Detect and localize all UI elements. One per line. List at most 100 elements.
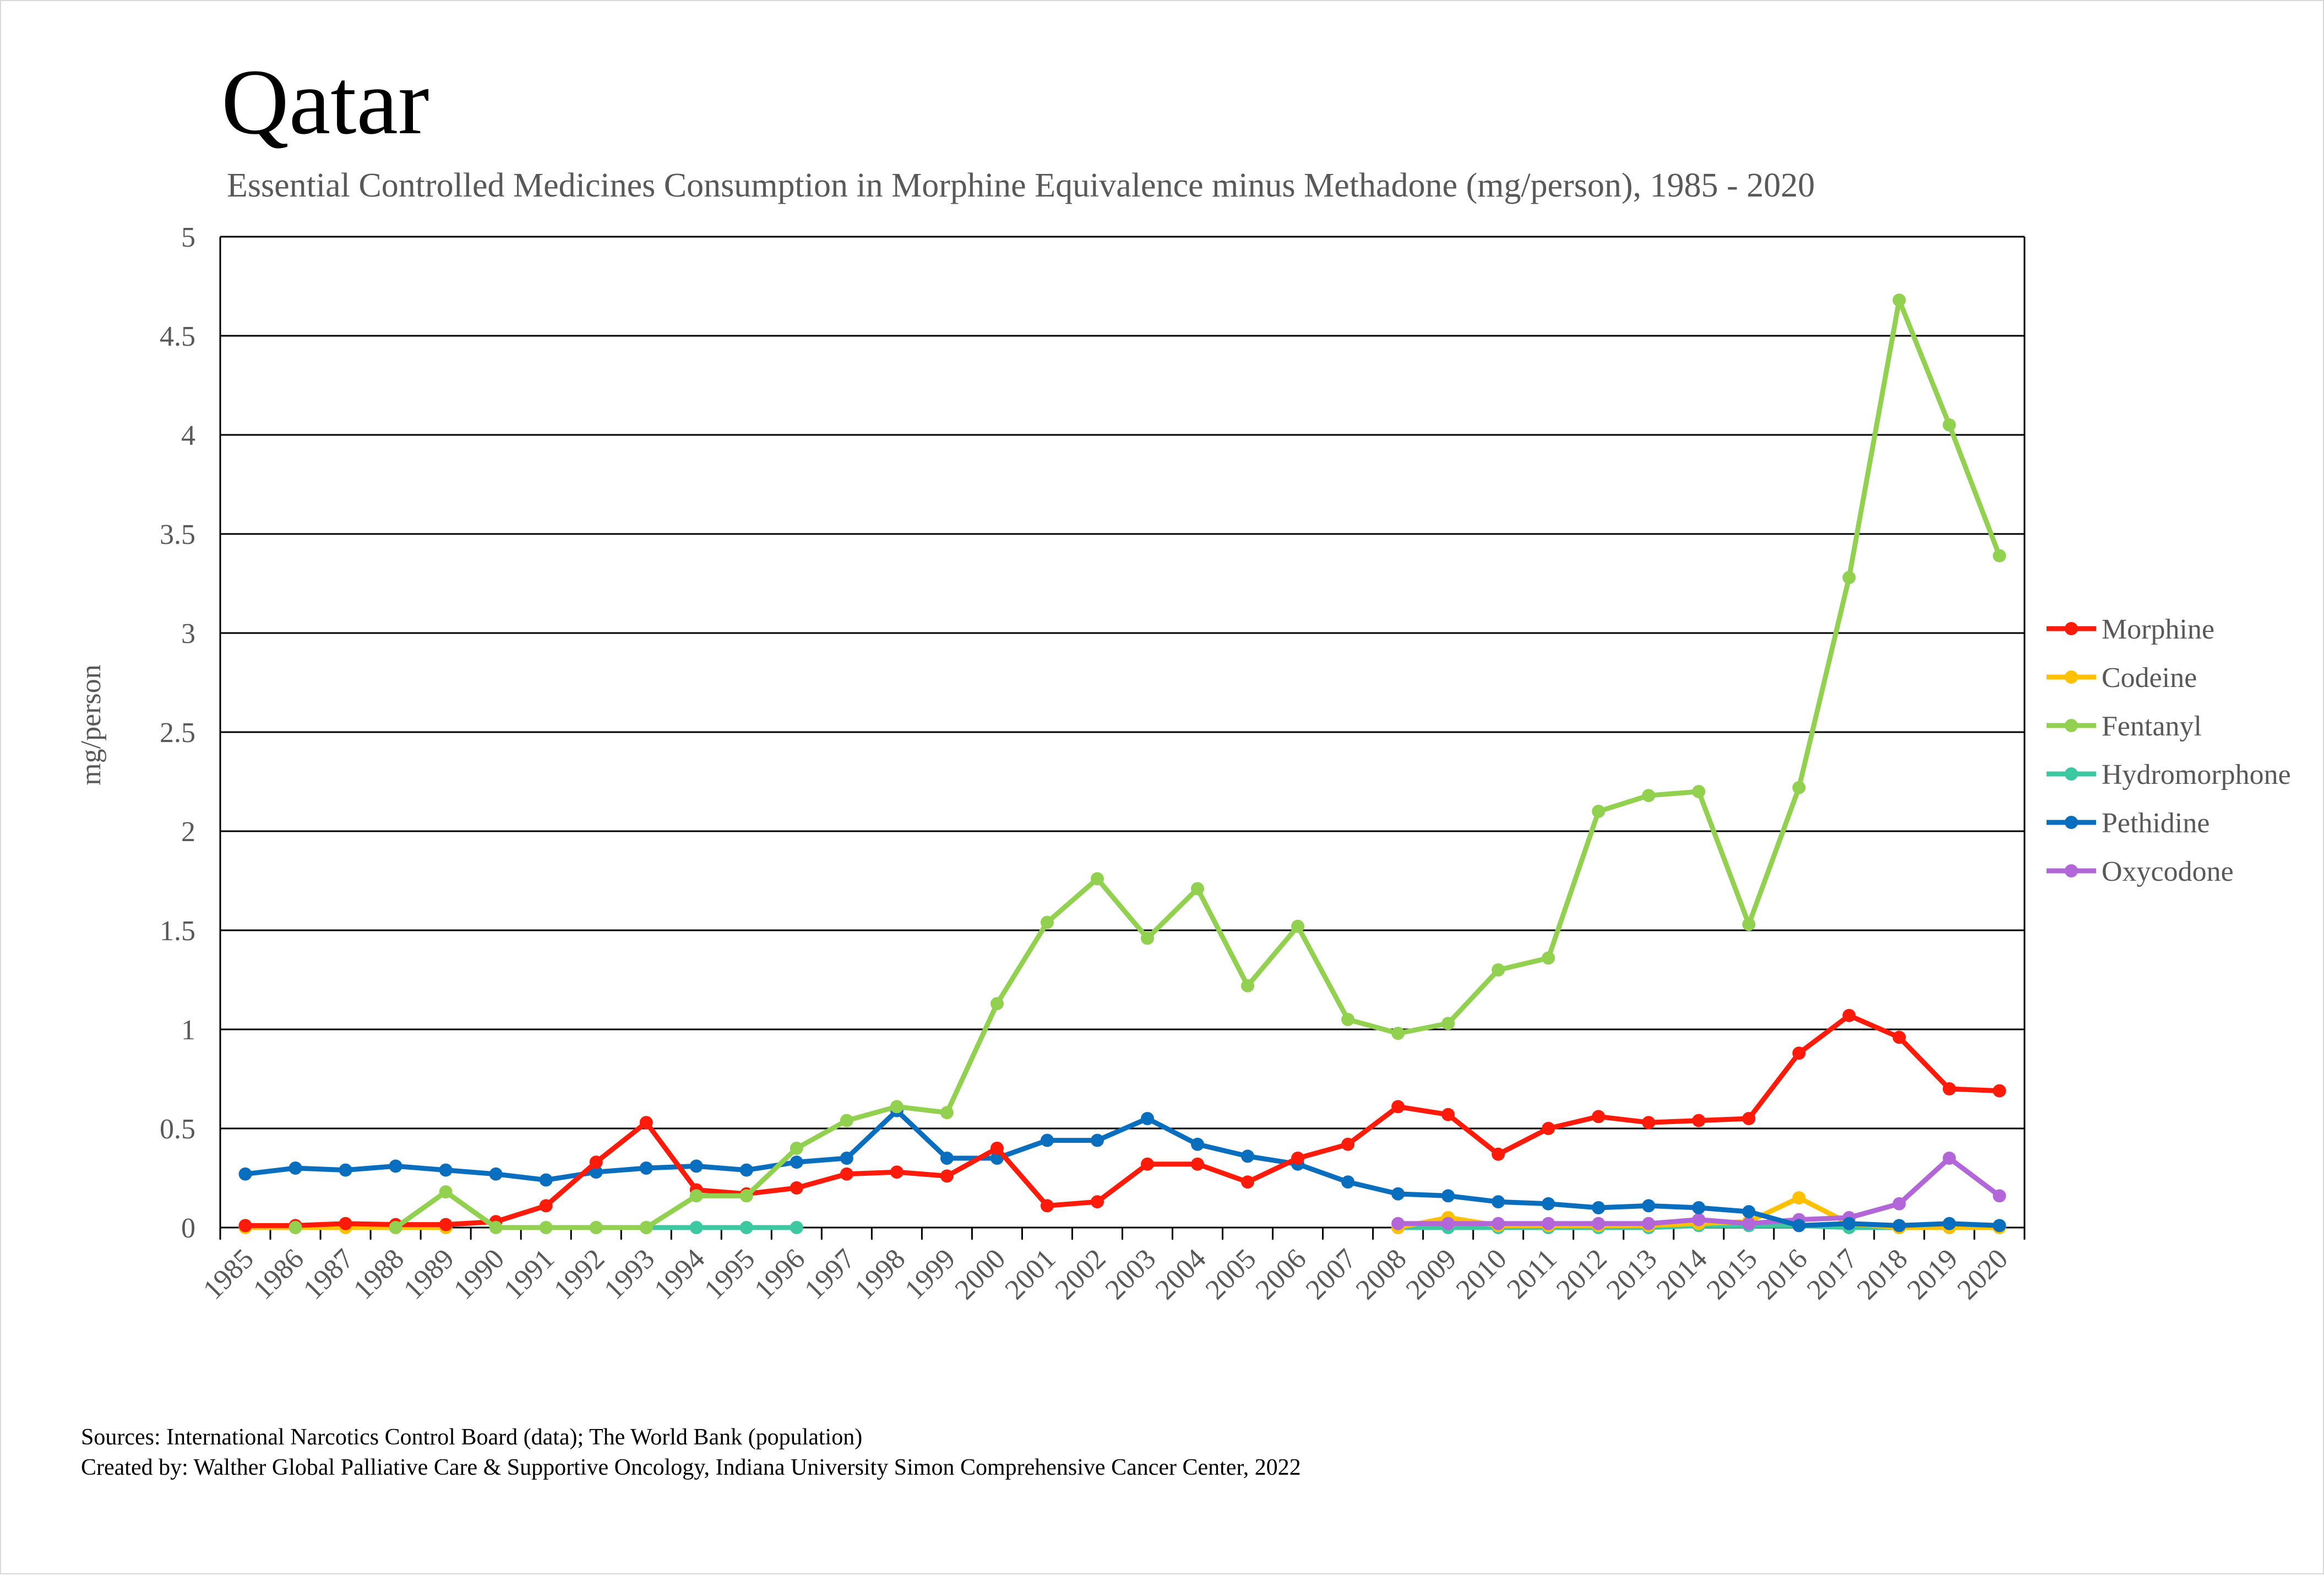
legend-item-pethidine: Pethidine (2047, 808, 2209, 839)
y-tick-label: 3.5 (160, 519, 195, 550)
pethidine-point (1492, 1195, 1505, 1209)
x-tick-label: 1986 (247, 1243, 310, 1306)
fentanyl-point (739, 1189, 753, 1203)
legend-item-fentanyl: Fentanyl (2047, 711, 2202, 742)
x-tick-label: 1997 (798, 1243, 861, 1306)
hydromorphone-point (739, 1221, 753, 1234)
fentanyl-point (639, 1221, 653, 1234)
fentanyl-point (1241, 979, 1255, 993)
x-tick-label: 2013 (1601, 1243, 1663, 1306)
y-tick-label: 1 (181, 1015, 195, 1046)
pethidine-point (840, 1152, 853, 1165)
x-tick-label: 2011 (1501, 1243, 1563, 1305)
x-tick-label: 2007 (1300, 1243, 1363, 1306)
pethidine-point (1090, 1133, 1104, 1147)
legend: Morphine Codeine Fentanyl Hydromorphone Peth… (2047, 614, 2291, 887)
codeine-point (1792, 1191, 1806, 1204)
pethidine-point (639, 1161, 653, 1175)
pethidine-point (1341, 1175, 1355, 1189)
oxycodone-point (1492, 1217, 1505, 1230)
oxycodone-point (1942, 1152, 1956, 1165)
fentanyl-point (1993, 549, 2006, 563)
fentanyl-point (1141, 931, 1155, 945)
y-tick-label: 3 (181, 618, 195, 650)
x-tick-label: 2000 (949, 1243, 1012, 1306)
oxycodone-point (1542, 1217, 1555, 1230)
morphine-point (1492, 1147, 1505, 1161)
x-tick-label: 1987 (297, 1243, 360, 1306)
x-tick-label: 2014 (1651, 1243, 1713, 1306)
morphine-point (1291, 1152, 1305, 1165)
x-tick-label: 1988 (347, 1243, 410, 1306)
pethidine-point (238, 1167, 252, 1181)
pethidine-point (1040, 1133, 1054, 1147)
fentanyl-point (1692, 785, 1706, 798)
pethidine-point (1592, 1201, 1605, 1214)
fentanyl-point (1040, 915, 1054, 929)
oxycodone-point (1391, 1217, 1405, 1230)
legend-label-pethidine: Pethidine (2102, 808, 2209, 839)
morphine-point (990, 1142, 1004, 1155)
pethidine-point (1391, 1187, 1405, 1201)
fentanyl-point (389, 1221, 402, 1234)
pethidine-point (1141, 1112, 1155, 1125)
fentanyl-point (1291, 919, 1305, 933)
morphine-point (1642, 1116, 1656, 1130)
legend-label-hydromorphone: Hydromorphone (2102, 759, 2291, 790)
x-tick-label: 2015 (1701, 1243, 1764, 1306)
morphine-point (1241, 1175, 1255, 1189)
y-tick-label: 0.5 (160, 1114, 195, 1145)
fentanyl-point (790, 1142, 803, 1155)
morphine-point (1141, 1157, 1155, 1171)
fentanyl-point (439, 1185, 453, 1199)
pethidine-point (1642, 1199, 1656, 1213)
legend-marker-hydromorphone (2065, 767, 2078, 781)
morphine-point (1942, 1082, 1956, 1095)
legend-label-codeine: Codeine (2102, 662, 2197, 694)
x-tick-label: 2016 (1751, 1243, 1814, 1306)
x-tick-label: 1985 (197, 1243, 260, 1306)
legend-marker-fentanyl (2065, 719, 2078, 732)
morphine-point (1842, 1008, 1856, 1022)
morphine-point (1792, 1046, 1806, 1060)
fentanyl-line (393, 297, 2002, 1230)
fentanyl-point (990, 997, 1004, 1011)
pethidine-point (1842, 1217, 1856, 1230)
x-tick-label: 1989 (398, 1243, 460, 1306)
pethidine-point (1191, 1137, 1205, 1151)
x-tick-label: 2020 (1951, 1243, 2014, 1306)
morphine-point (1391, 1100, 1405, 1114)
x-tick-label: 2002 (1049, 1243, 1112, 1306)
y-tick-label: 2.5 (160, 717, 195, 749)
oxycodone-point (1441, 1217, 1455, 1230)
morphine-point (1040, 1199, 1054, 1213)
x-tick-label: 1991 (498, 1243, 560, 1306)
oxycodone-point (1892, 1197, 1906, 1210)
hydromorphone-point (790, 1221, 803, 1234)
oxycodone-point (1993, 1189, 2006, 1203)
y-tick-label: 1.5 (160, 915, 195, 947)
pethidine-point (439, 1163, 453, 1177)
x-axis-ticks: 1985198619871988198919901991199219931994… (197, 1228, 2026, 1306)
legend-marker-pethidine (2065, 816, 2078, 829)
fentanyl-point (1191, 882, 1205, 896)
x-tick-label: 1990 (448, 1243, 510, 1306)
oxycodone-point (1692, 1213, 1706, 1226)
pethidine-point (589, 1165, 603, 1179)
fentanyl-point (1341, 1013, 1355, 1026)
gridlines (219, 236, 2026, 1229)
x-tick-label: 2004 (1150, 1243, 1212, 1306)
x-tick-label: 1993 (598, 1243, 661, 1306)
x-tick-label: 2017 (1801, 1243, 1864, 1306)
x-tick-label: 1994 (648, 1243, 711, 1306)
fentanyl-point (1942, 418, 1956, 432)
pethidine-point (689, 1159, 703, 1173)
pethidine-point (339, 1163, 352, 1177)
morphine-point (238, 1219, 252, 1233)
fentanyl-point (1742, 918, 1756, 931)
x-tick-label: 1992 (548, 1243, 611, 1306)
morphine-point (940, 1169, 954, 1183)
morphine-point (1993, 1084, 2006, 1098)
fentanyl-point (1492, 963, 1505, 977)
